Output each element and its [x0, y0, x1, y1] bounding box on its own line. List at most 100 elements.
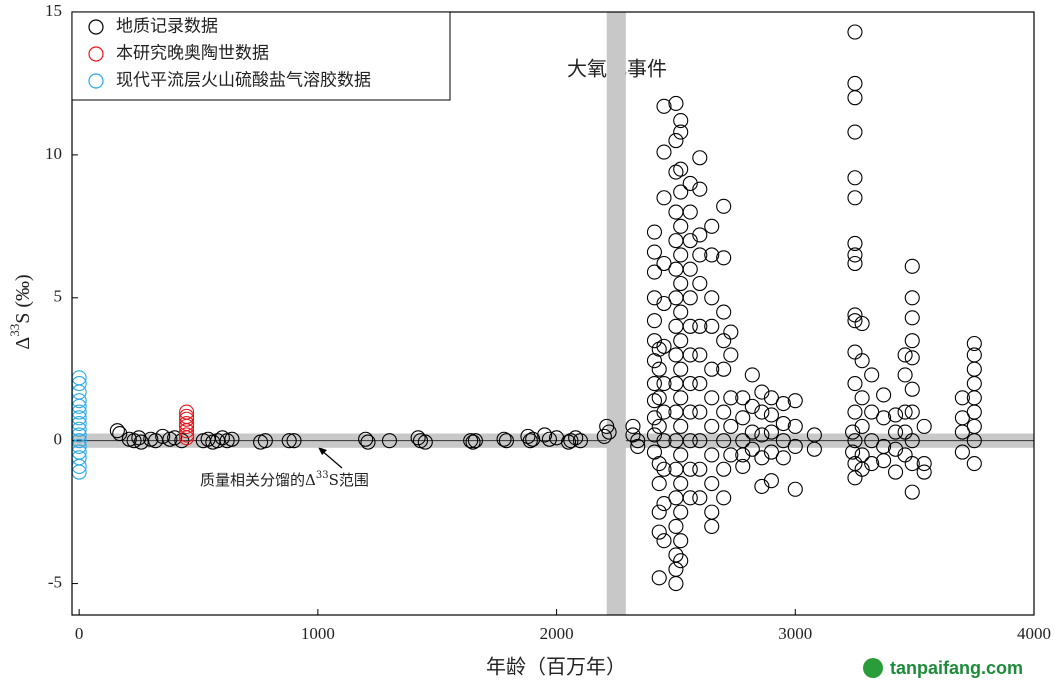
point — [692, 247, 708, 263]
point — [673, 418, 689, 434]
point — [692, 227, 708, 243]
point — [854, 390, 870, 406]
point — [673, 475, 689, 492]
point — [498, 433, 515, 449]
point — [744, 424, 760, 440]
point — [716, 333, 732, 349]
x-tick-label: 1000 — [301, 624, 335, 643]
point — [876, 387, 892, 403]
point — [673, 124, 689, 140]
point — [904, 290, 920, 306]
legend-box — [71, 11, 451, 101]
point — [656, 433, 672, 449]
x-axis-label: 年龄（百万年） — [486, 655, 626, 679]
point — [224, 431, 240, 447]
point — [651, 524, 667, 540]
point — [704, 418, 720, 434]
point — [744, 441, 760, 457]
point — [854, 447, 870, 463]
point — [754, 450, 770, 466]
point — [179, 427, 195, 443]
point — [520, 428, 536, 444]
legend-label: 地质记录数据 — [116, 17, 218, 37]
point — [646, 410, 663, 426]
point — [646, 290, 663, 306]
point — [847, 24, 863, 40]
point — [463, 433, 479, 449]
point — [904, 310, 920, 326]
point — [601, 424, 617, 440]
point — [904, 258, 920, 274]
point — [847, 190, 863, 206]
point — [360, 434, 376, 450]
point — [126, 433, 142, 449]
point — [673, 533, 689, 549]
point — [763, 473, 779, 489]
point — [179, 408, 195, 424]
point — [966, 361, 982, 377]
point — [167, 430, 183, 446]
point — [806, 441, 822, 457]
point — [656, 144, 672, 160]
point — [174, 433, 190, 449]
point — [692, 318, 708, 334]
point — [847, 255, 863, 272]
point — [864, 367, 880, 383]
point — [646, 375, 663, 392]
point — [651, 361, 667, 377]
point — [904, 484, 920, 500]
goe-band — [606, 12, 626, 615]
point — [704, 361, 720, 377]
point — [847, 235, 863, 252]
point — [682, 461, 698, 477]
point — [596, 428, 612, 444]
point — [179, 411, 195, 427]
x-tick-label: 0 — [75, 624, 84, 643]
point — [704, 475, 720, 492]
point — [651, 570, 667, 586]
point — [673, 447, 689, 463]
point — [887, 464, 904, 480]
point — [847, 313, 863, 329]
point — [864, 433, 880, 449]
point — [656, 255, 672, 272]
point — [897, 404, 913, 420]
point — [651, 455, 667, 472]
legend-label: 本研究晚奥陶世数据 — [116, 44, 269, 64]
point — [735, 390, 751, 406]
point — [214, 430, 230, 446]
point — [668, 490, 684, 506]
point — [704, 504, 720, 520]
point — [651, 504, 667, 520]
point — [966, 335, 982, 352]
point — [668, 318, 684, 334]
point — [651, 418, 667, 434]
annotation: 质量相关分馏的Δ33S范围 — [200, 470, 369, 490]
point — [716, 461, 732, 477]
point — [656, 190, 672, 206]
point — [744, 398, 760, 414]
point — [673, 184, 689, 200]
legend-marker — [88, 19, 104, 35]
point — [966, 375, 982, 392]
point — [155, 428, 171, 444]
point — [646, 224, 663, 240]
point — [682, 204, 698, 220]
point — [966, 455, 982, 472]
point — [966, 418, 982, 434]
point — [646, 393, 663, 409]
point — [572, 433, 589, 449]
point — [787, 481, 803, 497]
point — [646, 427, 663, 443]
point — [668, 290, 684, 306]
point — [845, 444, 861, 460]
point — [847, 90, 863, 106]
point — [668, 233, 684, 249]
point — [716, 404, 732, 420]
point — [847, 470, 863, 486]
point — [286, 433, 302, 449]
point — [560, 434, 577, 450]
point — [668, 518, 684, 534]
point — [651, 390, 667, 406]
